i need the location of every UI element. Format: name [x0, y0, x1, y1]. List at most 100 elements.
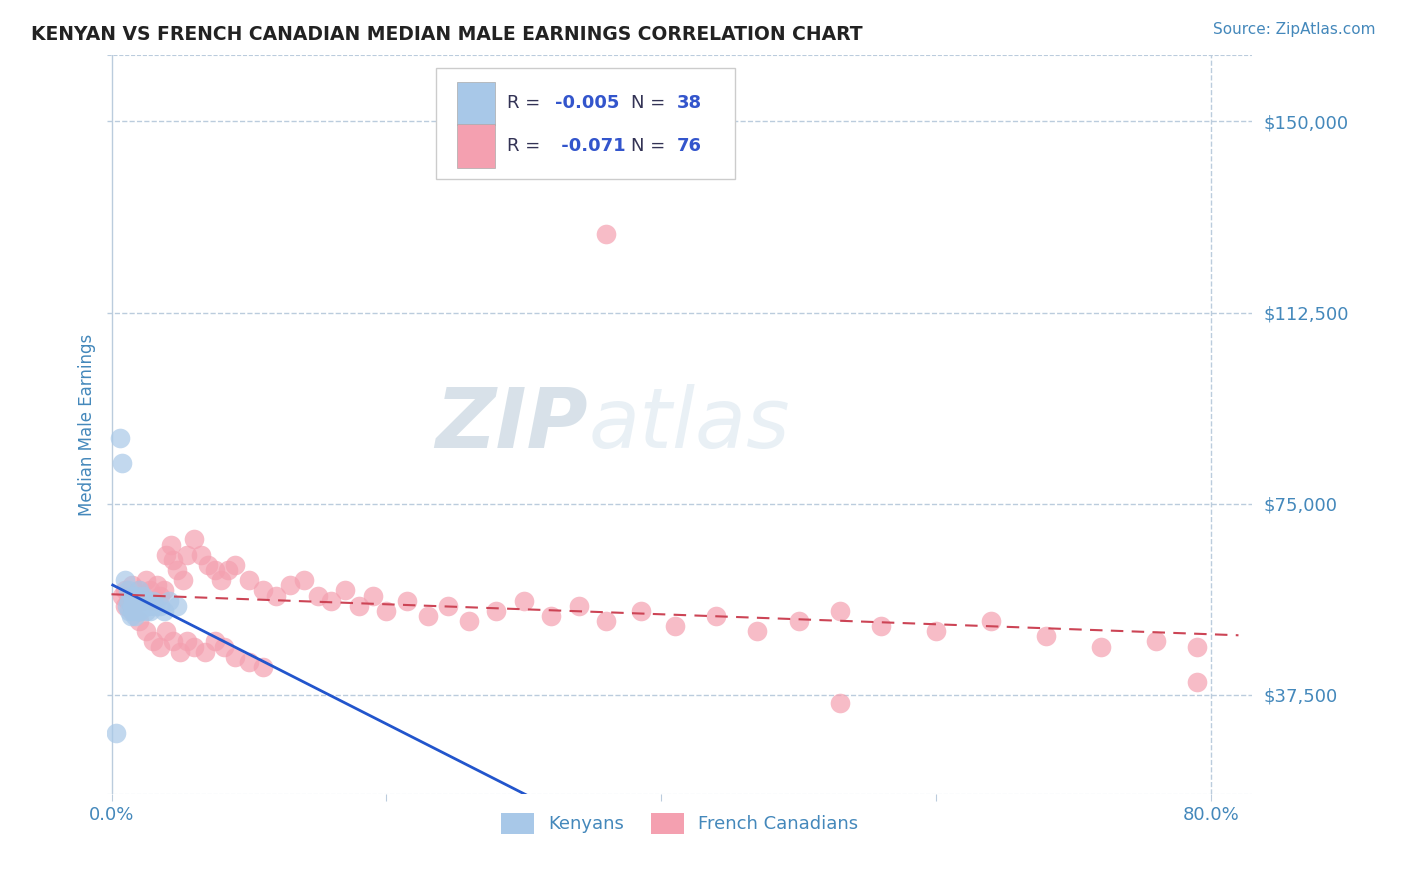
Point [138, 599, 160, 613]
Point [121, 578, 143, 592]
Point [347, 599, 370, 613]
Point [114, 583, 136, 598]
Y-axis label: Median Male Earnings: Median Male Earnings [79, 334, 96, 516]
Point [115, 599, 138, 613]
Point [166, 563, 188, 577]
Point [630, 604, 652, 618]
Point [1035, 629, 1057, 643]
Point [111, 589, 134, 603]
FancyBboxPatch shape [457, 82, 495, 126]
Point [416, 609, 439, 624]
Point [595, 227, 617, 241]
Text: atlas: atlas [588, 384, 790, 466]
Point [120, 609, 142, 624]
Point [172, 574, 194, 588]
Point [747, 624, 769, 639]
Point [166, 599, 188, 613]
Point [704, 609, 727, 624]
Point [131, 593, 153, 607]
Point [1144, 634, 1167, 648]
Legend: Kenyans, French Canadians: Kenyans, French Canadians [494, 805, 866, 841]
Text: 38: 38 [676, 95, 702, 112]
Point [114, 599, 136, 613]
Point [127, 604, 149, 618]
Point [437, 599, 460, 613]
Text: KENYAN VS FRENCH CANADIAN MEDIAN MALE EARNINGS CORRELATION CHART: KENYAN VS FRENCH CANADIAN MEDIAN MALE EA… [31, 25, 862, 44]
Point [513, 593, 536, 607]
Point [129, 599, 152, 613]
Point [146, 578, 169, 592]
Point [131, 599, 153, 613]
Point [1187, 675, 1209, 690]
Text: Source: ZipAtlas.com: Source: ZipAtlas.com [1212, 22, 1375, 37]
FancyBboxPatch shape [457, 124, 495, 168]
Point [162, 634, 184, 648]
Point [149, 640, 172, 654]
Point [117, 583, 139, 598]
Point [135, 599, 157, 613]
Point [135, 624, 157, 639]
Point [108, 430, 131, 444]
Point [104, 726, 127, 740]
Point [142, 593, 165, 607]
Point [266, 589, 288, 603]
Point [162, 553, 184, 567]
Point [252, 583, 274, 598]
Point [333, 583, 356, 598]
Text: -0.071: -0.071 [555, 137, 626, 155]
Point [124, 599, 146, 613]
Point [664, 619, 686, 633]
Point [125, 589, 148, 603]
Point [122, 593, 145, 607]
Point [139, 583, 162, 598]
Point [395, 593, 418, 607]
Text: R =: R = [508, 137, 546, 155]
Point [124, 609, 146, 624]
Point [169, 645, 191, 659]
Point [540, 609, 562, 624]
Point [155, 624, 177, 639]
Point [224, 558, 246, 572]
Point [204, 634, 226, 648]
Point [155, 548, 177, 562]
Text: ZIP: ZIP [436, 384, 588, 466]
Point [136, 593, 159, 607]
Point [980, 614, 1002, 628]
Point [128, 593, 150, 607]
Point [224, 649, 246, 664]
Point [194, 645, 217, 659]
Point [131, 593, 153, 607]
Point [117, 593, 139, 607]
Point [132, 589, 155, 603]
Point [828, 604, 851, 618]
Point [121, 604, 143, 618]
Point [128, 583, 150, 598]
Point [129, 604, 152, 618]
Point [128, 583, 150, 598]
FancyBboxPatch shape [436, 68, 735, 179]
Point [114, 574, 136, 588]
Point [212, 640, 235, 654]
Point [1090, 640, 1112, 654]
Point [568, 599, 591, 613]
Point [157, 593, 180, 607]
Point [252, 660, 274, 674]
Point [183, 533, 205, 547]
Point [152, 604, 174, 618]
Point [307, 589, 329, 603]
Point [828, 696, 851, 710]
Point [204, 563, 226, 577]
Point [870, 619, 893, 633]
Point [159, 537, 181, 551]
Point [197, 558, 219, 572]
Point [190, 548, 212, 562]
Point [139, 604, 162, 618]
Point [278, 578, 301, 592]
Point [1187, 640, 1209, 654]
Point [149, 589, 172, 603]
Point [292, 574, 315, 588]
Point [183, 640, 205, 654]
Point [128, 614, 150, 628]
Point [111, 456, 134, 470]
Point [118, 593, 141, 607]
